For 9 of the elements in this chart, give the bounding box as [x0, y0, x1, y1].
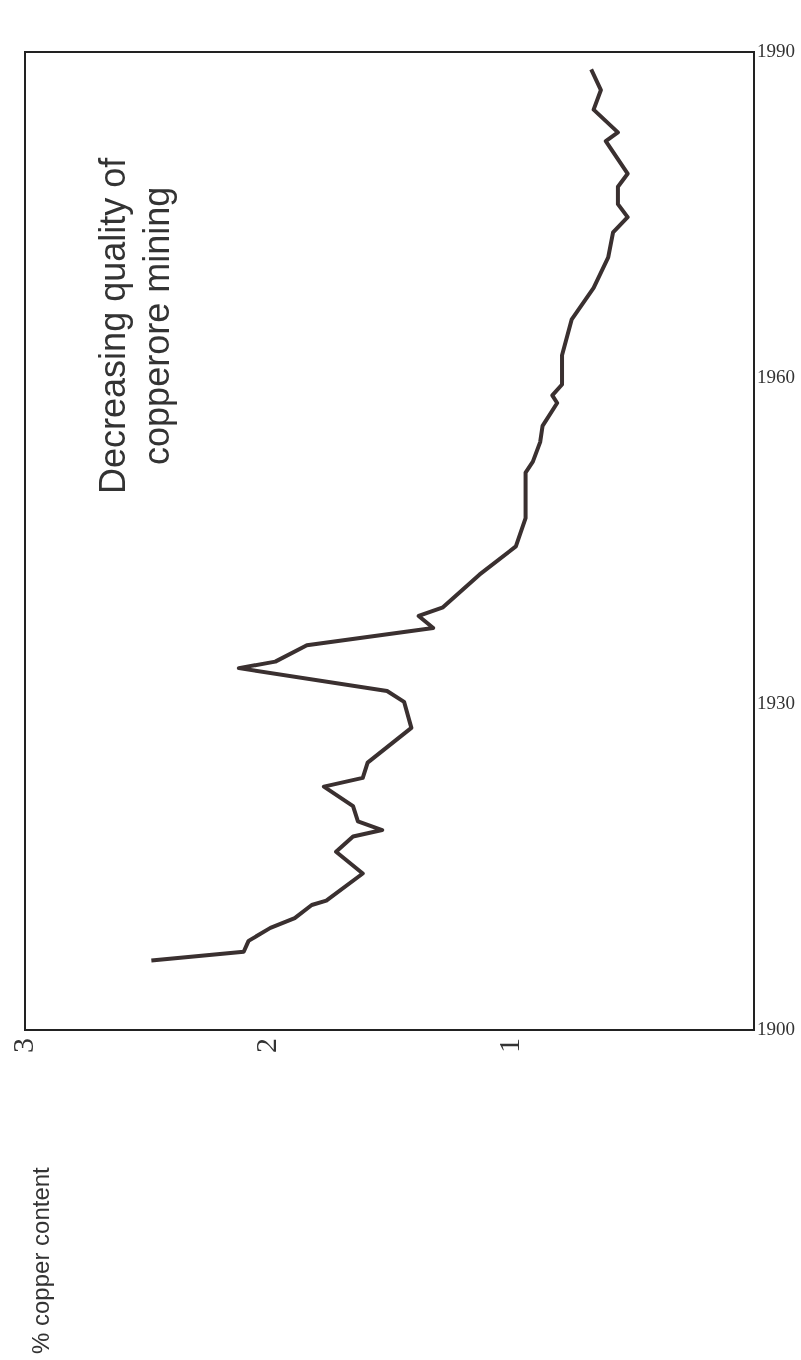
annotation: Decreasing quality of copperore mining — [91, 156, 177, 494]
x-tick-label: 3 — [5, 1038, 39, 1053]
y-tick-label: 1930 — [757, 691, 795, 713]
y-tick-label: 1990 — [757, 39, 795, 61]
x-tick-label: 1 — [491, 1038, 525, 1053]
text: % copper content — [26, 1166, 54, 1354]
x-tick-label: 2 — [248, 1038, 282, 1053]
y-tick-label: 1960 — [757, 365, 795, 387]
y-tick-label: 1900 — [757, 1017, 795, 1039]
